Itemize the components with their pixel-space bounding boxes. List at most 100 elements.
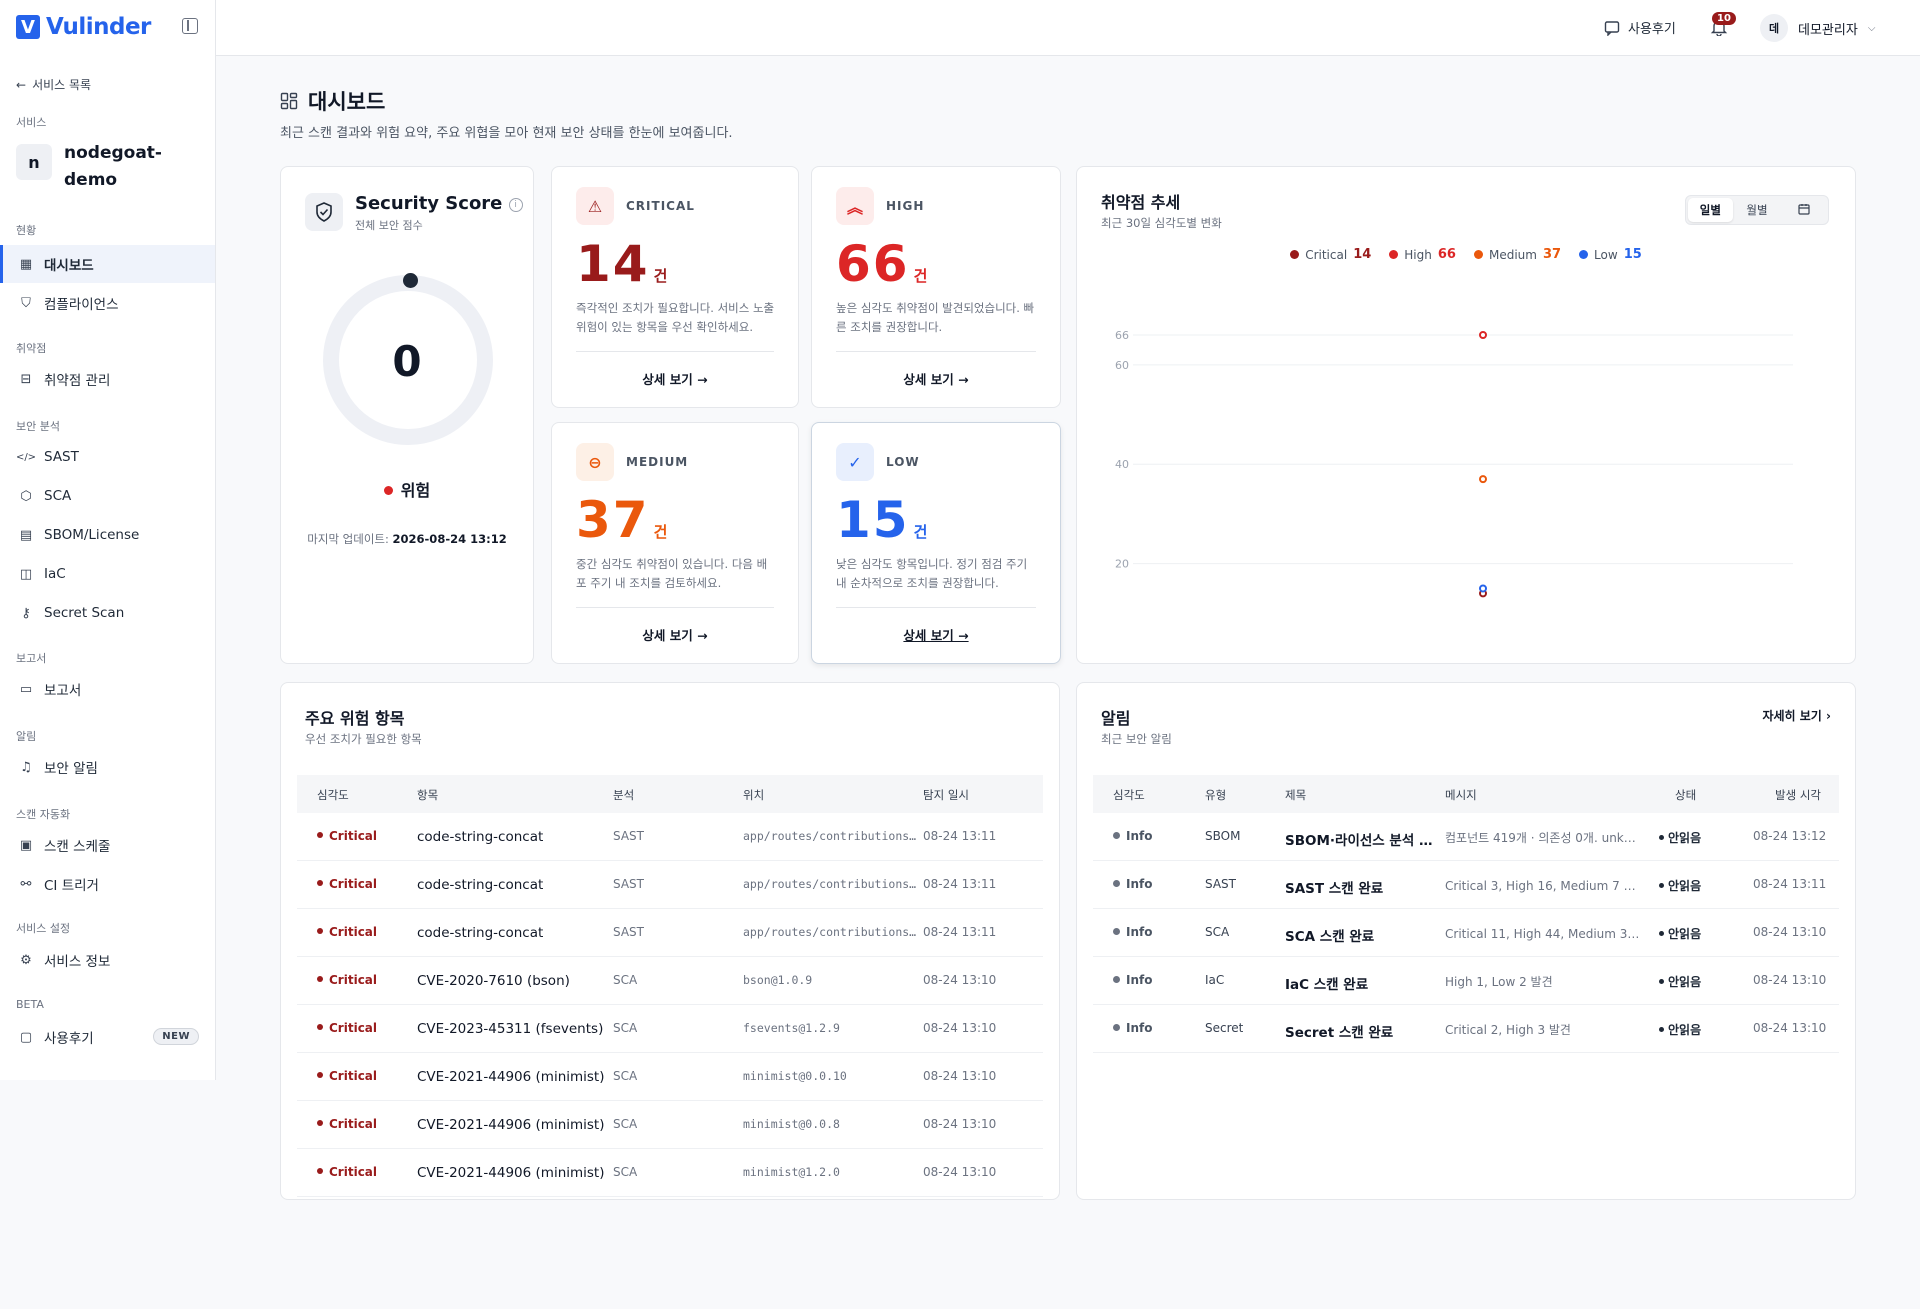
- detail-link[interactable]: 상세 보기 →: [903, 372, 969, 387]
- sidebar-section-label: 알림: [16, 730, 37, 743]
- sidebar-item[interactable]: ◫ IaC: [0, 555, 215, 593]
- threat-analysis: SCA: [613, 1117, 638, 1131]
- table-row[interactable]: Info SCA SCA 스캔 완료 Critical 11, High 44,…: [1093, 909, 1839, 957]
- back-label: 서비스 목록: [32, 78, 92, 92]
- alert-message: Critical 11, High 44, Medium 30, Low 15 …: [1445, 927, 1641, 941]
- legend-item[interactable]: Critical 14: [1290, 247, 1371, 262]
- data-point-low[interactable]: [1479, 584, 1487, 593]
- table-row[interactable]: Critical CVE-2021-44906 (minimist) SCA m…: [297, 1149, 1043, 1197]
- threat-location: app/routes/contributions.js: [743, 829, 917, 843]
- col-severity: 심각도: [1113, 788, 1145, 802]
- alerts-more-link[interactable]: 자세히 보기 ›: [1762, 709, 1831, 723]
- table-row[interactable]: Critical CVE-2020-7610 (bson) SCA bson@1…: [297, 957, 1043, 1005]
- sidebar-item-label: SAST: [44, 449, 79, 465]
- threat-analysis: SAST: [613, 925, 644, 939]
- status-badge: 안읽음: [1659, 1021, 1701, 1038]
- calendar-icon[interactable]: [1781, 198, 1826, 222]
- threats-subtitle: 우선 조치가 필요한 항목: [305, 732, 422, 746]
- user-menu[interactable]: 데 데모관리자 ⌵: [1760, 14, 1875, 42]
- table-row[interactable]: Info SBOM SBOM·라이선스 분석 완료 컴포넌트 419개 · 의존…: [1093, 813, 1839, 861]
- sidebar-item[interactable]: ⛉ 컴플라이언스: [0, 284, 215, 322]
- table-row[interactable]: Critical code-string-concat SAST app/rou…: [297, 909, 1043, 957]
- legend-item[interactable]: Low 15: [1579, 247, 1642, 262]
- review-button[interactable]: 사용후기: [1604, 18, 1676, 37]
- sidebar-item[interactable]: ⚙ 서비스 정보: [0, 941, 215, 979]
- sidebar-section-label: 보안 분석: [16, 420, 60, 433]
- severity-label: CRITICAL: [626, 199, 695, 213]
- col-time: 발생 시각: [1775, 788, 1821, 802]
- tab-daily[interactable]: 일별: [1688, 198, 1733, 222]
- table-row[interactable]: Info SAST SAST 스캔 완료 Critical 3, High 16…: [1093, 861, 1839, 909]
- logo[interactable]: V Vulinder: [16, 14, 151, 40]
- alert-time: 08-24 13:11: [1753, 877, 1827, 891]
- legend-swatch: [1290, 250, 1300, 259]
- chart-legend: Critical 14 High 66 Medium 37 Low 15: [1077, 247, 1855, 262]
- service-selector[interactable]: n nodegoat-demo: [16, 140, 174, 194]
- legend-label: Low: [1594, 247, 1618, 262]
- legend-value: 37: [1542, 247, 1562, 262]
- detail-link[interactable]: 상세 보기 →: [642, 372, 708, 387]
- page-subtitle: 최근 스캔 결과와 위험 요약, 주요 위협을 모아 현재 보안 상태를 한눈에…: [280, 126, 733, 141]
- alert-title: SCA 스캔 완료: [1285, 929, 1375, 945]
- sidebar-item-label: SBOM/License: [44, 527, 140, 543]
- sidebar-item-label: 취약점 관리: [44, 373, 111, 389]
- sidebar-item[interactable]: ▭ 보고서: [0, 670, 215, 708]
- table-row[interactable]: Critical CVE-2021-44906 (minimist) SCA m…: [297, 1101, 1043, 1149]
- detail-link[interactable]: 상세 보기 →: [903, 628, 969, 643]
- severity-card-high[interactable]: ︽ HIGH 66 건 높은 심각도 취약점이 발견되었습니다. 빠른 조치를 권…: [811, 166, 1061, 408]
- sidebar-item[interactable]: ⬡ SCA: [0, 477, 215, 515]
- info-icon[interactable]: i: [508, 198, 523, 212]
- bell-icon: ♫: [20, 759, 32, 775]
- tab-monthly[interactable]: 월별: [1746, 203, 1768, 217]
- severity-badge: Info: [1113, 877, 1152, 891]
- period-toggle: 일별 월별: [1685, 195, 1829, 225]
- table-row[interactable]: Critical CVE-2021-44906 (minimist) SCA m…: [297, 1053, 1043, 1101]
- legend-label: Medium: [1488, 247, 1537, 262]
- threat-location: minimist@0.0.8: [743, 1117, 840, 1131]
- sidebar-item[interactable]: ▢ 사용후기 NEW: [0, 1018, 215, 1056]
- sidebar-item[interactable]: ⊟ 취약점 관리: [0, 360, 215, 398]
- threat-location: fsevents@1.2.9: [743, 1021, 840, 1035]
- sidebar-item[interactable]: ⚷ Secret Scan: [0, 594, 215, 632]
- sidebar-item[interactable]: </> SAST: [0, 438, 215, 476]
- data-point-high[interactable]: [1479, 331, 1487, 339]
- threat-location: minimist@1.2.0: [743, 1165, 840, 1179]
- table-row[interactable]: Critical code-string-concat SAST app/rou…: [297, 813, 1043, 861]
- data-point-medium[interactable]: [1479, 475, 1487, 484]
- alert-time: 08-24 13:10: [1753, 925, 1827, 939]
- sidebar-item-label: 스캔 스케줄: [44, 839, 111, 855]
- severity-description: 즉각적인 조치가 필요합니다. 서비스 노출 위험이 있는 항목을 우선 확인하…: [576, 301, 775, 334]
- col-time: 탐지 일시: [923, 788, 969, 802]
- alert-message: Critical 2, High 3 발견: [1445, 1023, 1571, 1037]
- severity-label: HIGH: [886, 199, 925, 213]
- sidebar-item[interactable]: ▣ 스캔 스케줄: [0, 826, 215, 864]
- detail-link[interactable]: 상세 보기 →: [642, 628, 708, 643]
- col-severity: 심각도: [317, 788, 349, 802]
- sidebar-item[interactable]: ▤ SBOM/License: [0, 516, 215, 554]
- alert-type: SCA: [1205, 925, 1230, 939]
- score-updated: 마지막 업데이트: 2026-08-24 13:12: [307, 532, 507, 546]
- legend-swatch: [1579, 250, 1589, 259]
- legend-item[interactable]: High 66: [1389, 247, 1456, 262]
- threats-table-header: 심각도 항목 분석 위치 탐지 일시: [297, 775, 1043, 813]
- critical-severity-icon: ⚠: [576, 187, 614, 225]
- severity-card-low[interactable]: ✓ LOW 15 건 낮은 심각도 항목입니다. 정기 점검 주기 내 순차적으로…: [811, 422, 1061, 664]
- sidebar-section-label: BETA: [16, 998, 44, 1011]
- legend-swatch: [1473, 250, 1483, 259]
- back-to-services-link[interactable]: ← 서비스 목록: [16, 76, 91, 93]
- sidebar-item[interactable]: ♫ 보안 알림: [0, 748, 215, 786]
- table-row[interactable]: Critical code-string-concat SAST app/rou…: [297, 861, 1043, 909]
- divider: [836, 607, 1036, 608]
- sidebar-item[interactable]: ▦ 대시보드: [0, 245, 215, 283]
- table-row[interactable]: Info Secret Secret 스캔 완료 Critical 2, Hig…: [1093, 1005, 1839, 1053]
- table-row[interactable]: Info IaC IaC 스캔 완료 High 1, Low 2 발견 안읽음 …: [1093, 957, 1839, 1005]
- sidebar-item[interactable]: ⚯ CI 트리거: [0, 865, 215, 903]
- severity-card-medium[interactable]: ⊖ MEDIUM 37 건 중간 심각도 취약점이 있습니다. 다음 배포 주기 …: [551, 422, 799, 664]
- gauge-indicator: [403, 273, 418, 288]
- sidebar-collapse-icon[interactable]: [182, 18, 198, 34]
- legend-item[interactable]: Medium 37: [1473, 247, 1562, 262]
- chevron-right-icon: ›: [1826, 709, 1831, 723]
- severity-card-critical[interactable]: ⚠ CRITICAL 14 건 즉각적인 조치가 필요합니다. 서비스 노출 위험…: [551, 166, 799, 408]
- table-row[interactable]: Critical CVE-2023-45311 (fsevents) SCA f…: [297, 1005, 1043, 1053]
- severity-badge: Critical: [317, 1021, 377, 1035]
